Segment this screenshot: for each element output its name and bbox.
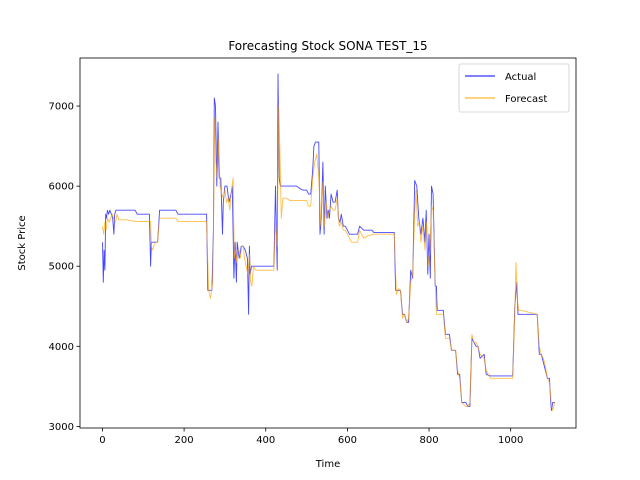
x-tick-label: 600 <box>338 435 357 446</box>
y-tick-label: 6000 <box>49 182 74 193</box>
series-line-forecast <box>102 105 556 411</box>
series-layer <box>102 73 556 411</box>
series-line-actual <box>102 73 555 411</box>
axes-frame <box>79 57 577 429</box>
legend-label-actual: Actual <box>505 72 536 83</box>
x-tick-label: 0 <box>99 435 105 446</box>
y-axis: 3000 4000 5000 6000 7000 <box>49 102 80 433</box>
x-tick-label: 800 <box>419 435 438 446</box>
x-tick-label: 1000 <box>498 435 523 446</box>
x-axis: 0 200 400 600 800 1000 <box>99 428 523 446</box>
y-axis-label: Stock Price <box>17 215 28 270</box>
x-axis-label: Time <box>315 459 340 470</box>
y-tick-label: 7000 <box>49 102 74 113</box>
x-tick-label: 200 <box>175 435 194 446</box>
y-tick-label: 3000 <box>49 422 74 433</box>
y-tick-label: 4000 <box>49 342 74 353</box>
legend-label-forecast: Forecast <box>505 94 547 105</box>
x-tick-label: 400 <box>256 435 275 446</box>
legend: Actual Forecast <box>458 63 570 113</box>
chart-title: Forecasting Stock SONA TEST_15 <box>228 39 427 53</box>
y-tick-label: 5000 <box>49 262 74 273</box>
plot-area <box>79 57 577 429</box>
axes-background <box>80 58 576 428</box>
